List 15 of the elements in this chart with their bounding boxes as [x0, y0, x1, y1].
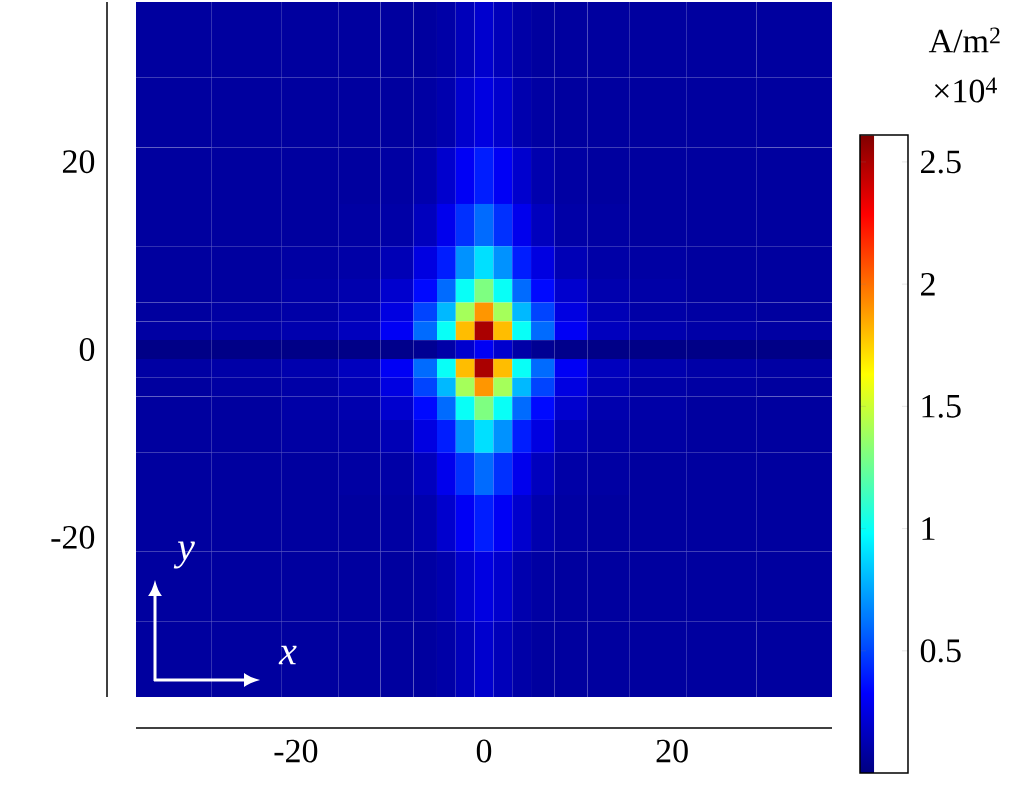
text: ×10$^{4}$	[934, 77, 997, 103]
color-bar-label: 0.5	[920, 639, 961, 663]
y-tick-label: 0	[79, 338, 95, 361]
color-bar-label: 2	[921, 272, 935, 296]
x-tick-label: 20	[656, 739, 688, 763]
annotation: y	[173, 541, 195, 569]
color-bar-label: 2.5	[921, 150, 961, 174]
x-tick-label: -20	[274, 739, 318, 763]
color-bar-title: A/m$^{2}$	[928, 27, 1000, 53]
y-tick-label: -20	[51, 525, 95, 549]
x-tick-label: 0	[476, 739, 492, 763]
color-bar-label: 1	[922, 517, 935, 540]
annotation: x	[278, 645, 297, 665]
color-bar-label: 1.5	[922, 394, 961, 418]
y-tick-label: 20	[62, 150, 95, 174]
